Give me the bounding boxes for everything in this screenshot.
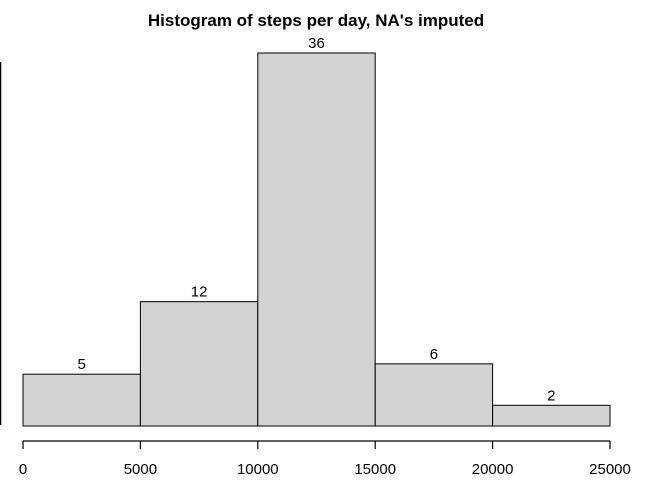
bar-data-label-4: 6 <box>430 346 438 363</box>
x-tick-label-5: 25000 <box>589 461 631 478</box>
x-tick-label-1: 5000 <box>124 461 157 478</box>
histogram-bar-4 <box>374 363 494 427</box>
chart-title: Histogram of steps per day, NA's imputed <box>148 11 484 30</box>
x-tick-label-0: 0 <box>19 461 27 478</box>
x-axis: 0 5000 10000 15000 20000 25000 <box>19 440 631 478</box>
x-tick-label-4: 20000 <box>472 461 514 478</box>
histogram-bar-5 <box>492 404 611 427</box>
histogram-bar-3 <box>257 52 376 427</box>
bar-data-label-2: 12 <box>191 284 208 301</box>
bar-data-label-5: 2 <box>547 387 555 404</box>
bar-data-label-1: 5 <box>78 356 86 373</box>
histogram-bar-2 <box>139 301 259 427</box>
x-tick-label-2: 10000 <box>237 461 279 478</box>
bars-group <box>22 52 611 427</box>
x-tick-label-3: 15000 <box>354 461 396 478</box>
bar-labels-group: 5 12 36 6 2 <box>78 35 556 404</box>
bar-data-label-3: 36 <box>308 35 325 52</box>
histogram-bar-1 <box>22 373 141 427</box>
